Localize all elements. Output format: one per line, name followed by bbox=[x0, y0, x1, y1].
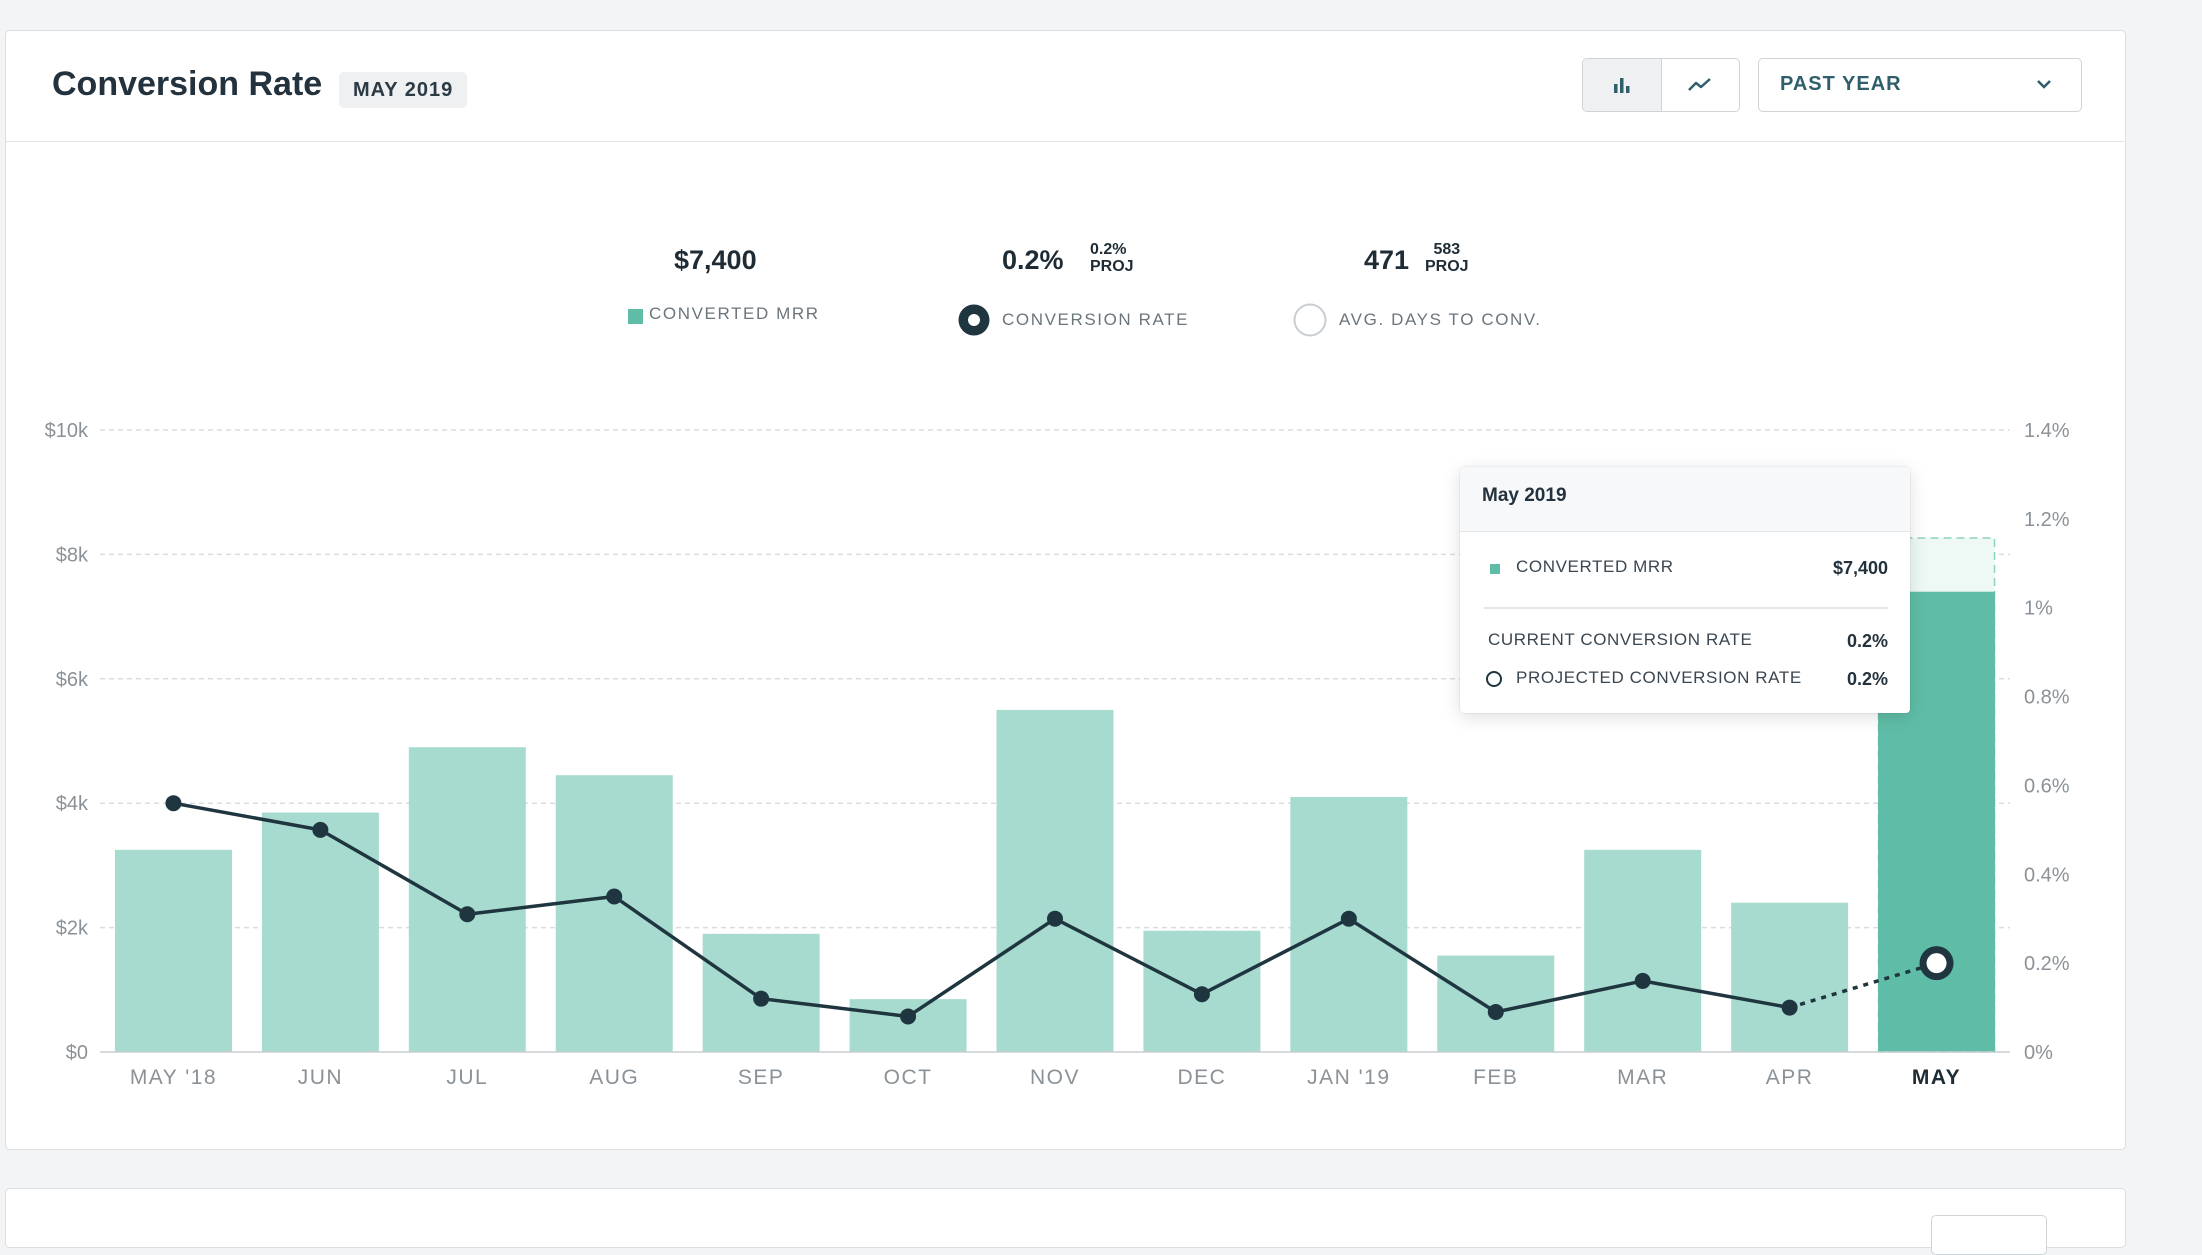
projected-rate-icon bbox=[1486, 671, 1502, 687]
line-point bbox=[1047, 910, 1063, 927]
range-label: PAST YEAR bbox=[1780, 73, 1902, 95]
avg-days-proj-label: PROJ bbox=[1425, 258, 1469, 275]
converted-mrr-label[interactable]: CONVERTED MRR bbox=[649, 304, 820, 323]
tooltip-mrr-label: CONVERTED MRR bbox=[1516, 557, 1674, 576]
y-right-tick-label: 0% bbox=[2024, 1042, 2053, 1064]
x-tick-label: APR bbox=[1766, 1066, 1814, 1089]
y-left-tick-label: $6k bbox=[56, 669, 89, 691]
tooltip-projected-rate-label: PROJECTED CONVERSION RATE bbox=[1516, 668, 1802, 687]
bar-chart-icon bbox=[1613, 78, 1630, 93]
tooltip-header: May 2019 bbox=[1460, 467, 1910, 532]
tooltip-current-rate-label: CURRENT CONVERSION RATE bbox=[1488, 630, 1753, 649]
line-chart-icon bbox=[1688, 78, 1712, 91]
y-left-tick-label: $4k bbox=[56, 793, 89, 815]
bar bbox=[996, 709, 1114, 1052]
tooltip-mrr-swatch bbox=[1490, 564, 1500, 574]
bar bbox=[1731, 902, 1849, 1052]
line-point bbox=[1634, 972, 1651, 989]
line-point bbox=[900, 1008, 917, 1025]
bar bbox=[555, 775, 673, 1052]
bar-view-button[interactable] bbox=[1583, 59, 1662, 111]
tooltip-current-rate-value: 0.2% bbox=[1846, 631, 1888, 651]
x-tick-label: AUG bbox=[589, 1066, 639, 1089]
bar bbox=[261, 812, 379, 1052]
y-right-tick-label: 1.4% bbox=[2024, 420, 2070, 442]
line-point bbox=[1781, 999, 1798, 1016]
conversion-rate-proj-label: PROJ bbox=[1090, 258, 1134, 275]
avg-days-label[interactable]: AVG. DAYS TO CONV. bbox=[1339, 310, 1542, 329]
bar bbox=[114, 849, 232, 1052]
x-tick-label: DEC bbox=[1178, 1066, 1227, 1089]
avg-days-proj-value: 583 bbox=[1433, 241, 1461, 258]
bar bbox=[849, 999, 967, 1052]
line-point bbox=[606, 888, 623, 905]
y-right-tick-label: 0.2% bbox=[2024, 953, 2070, 975]
tooltip-projected-rate-value: 0.2% bbox=[1846, 669, 1888, 689]
x-tick-label: JUN bbox=[298, 1066, 343, 1089]
y-left-tick-label: $8k bbox=[56, 544, 89, 566]
chevron-down-icon bbox=[2037, 80, 2051, 89]
conversion-rate-label[interactable]: CONVERSION RATE bbox=[1002, 310, 1190, 329]
tooltip-mrr-value: $7,400 bbox=[1832, 558, 1888, 578]
avg-days-proj: 583 PROJ bbox=[1425, 241, 1469, 275]
line-point bbox=[312, 821, 329, 838]
x-tick-label: JAN '19 bbox=[1307, 1066, 1390, 1089]
conversion-rate-value: 0.2% bbox=[1002, 245, 1064, 275]
conversion-rate-toggle-icon[interactable] bbox=[957, 303, 991, 337]
x-tick-label: MAY '18 bbox=[130, 1066, 217, 1089]
converted-mrr-value: $7,400 bbox=[674, 245, 757, 275]
tooltip-divider bbox=[1484, 607, 1888, 609]
line-point bbox=[165, 795, 182, 812]
x-tick-label: JUL bbox=[446, 1066, 488, 1089]
x-tick-label: MAR bbox=[1617, 1066, 1668, 1089]
y-left-tick-label: $2k bbox=[56, 918, 89, 940]
range-dropdown[interactable]: PAST YEAR bbox=[1758, 58, 2082, 112]
y-left-tick-label: $0 bbox=[66, 1042, 88, 1064]
avg-days-value: 471 bbox=[1364, 245, 1410, 275]
x-tick-label: SEP bbox=[738, 1066, 785, 1089]
avg-days-toggle-icon[interactable] bbox=[1293, 303, 1327, 337]
line-point bbox=[1193, 986, 1210, 1003]
x-tick-label: FEB bbox=[1473, 1066, 1518, 1089]
line-point bbox=[753, 990, 770, 1007]
card-header: Conversion Rate MAY 2019 PAST YEAR bbox=[6, 31, 2125, 142]
line-point bbox=[1340, 910, 1357, 927]
conversion-rate-line bbox=[173, 801, 1790, 1019]
x-tick-label: OCT bbox=[884, 1066, 933, 1089]
tooltip-title: May 2019 bbox=[1482, 485, 1567, 506]
chart-tooltip: May 2019 CONVERTED MRR $7,400 CURRENT CO… bbox=[1460, 467, 1910, 713]
bar bbox=[408, 747, 526, 1052]
projected-point-inner bbox=[1926, 953, 1947, 974]
y-right-tick-label: 0.4% bbox=[2024, 864, 2070, 886]
line-point bbox=[1487, 1004, 1504, 1021]
next-card bbox=[5, 1188, 2126, 1255]
date-badge: MAY 2019 bbox=[339, 72, 468, 108]
converted-mrr-swatch[interactable] bbox=[628, 309, 643, 324]
x-tick-label: MAY bbox=[1912, 1066, 1961, 1089]
y-right-tick-label: 0.6% bbox=[2024, 775, 2070, 797]
y-right-tick-label: 1.2% bbox=[2024, 509, 2070, 531]
line-view-button[interactable] bbox=[1662, 59, 1740, 111]
y-left-tick-label: $10k bbox=[45, 420, 89, 442]
conversion-rate-proj-value: 0.2% bbox=[1090, 241, 1127, 258]
x-tick-label: NOV bbox=[1030, 1066, 1080, 1089]
bar bbox=[1584, 849, 1702, 1052]
next-card-button[interactable] bbox=[1931, 1215, 2047, 1255]
line-point bbox=[459, 906, 476, 923]
conversion-rate-proj: 0.2% PROJ bbox=[1090, 241, 1134, 275]
y-right-tick-label: 1% bbox=[2024, 598, 2053, 620]
projected-rate-line bbox=[1789, 961, 1938, 1010]
chart-type-toggle bbox=[1582, 58, 1740, 112]
page-title: Conversion Rate bbox=[52, 65, 323, 103]
y-right-tick-label: 0.8% bbox=[2024, 687, 2070, 709]
